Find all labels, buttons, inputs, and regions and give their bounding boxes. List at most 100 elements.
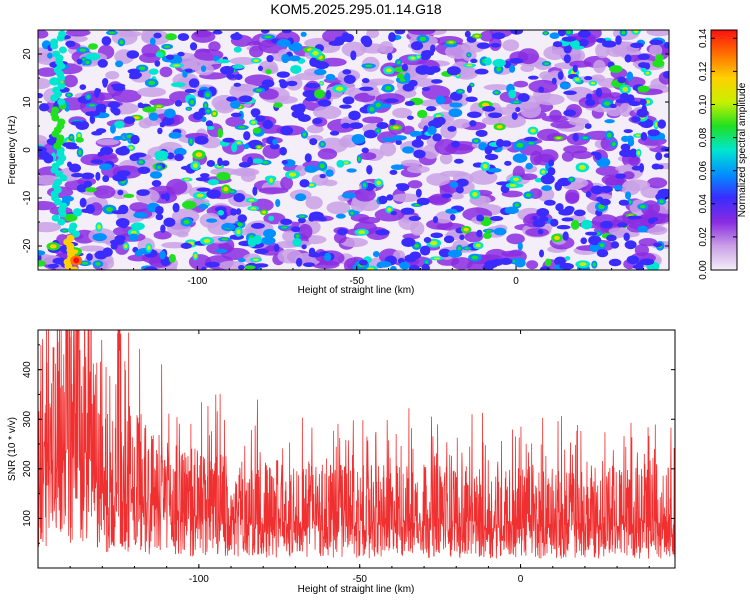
heatmap-cell xyxy=(163,217,176,228)
heatmap-cell xyxy=(395,183,406,189)
heatmap-cell xyxy=(134,250,143,257)
heatmap-cell xyxy=(417,65,431,74)
heatmap-cell xyxy=(117,189,124,196)
heatmap-cell xyxy=(160,224,166,234)
heatmap-cell xyxy=(94,87,100,98)
heatmap-cell xyxy=(206,218,218,223)
colorbar: 0.00 0.02 0.04 0.06 0.08 0.10 0.12 0.14 Normali… xyxy=(698,28,748,280)
heatmap-cell xyxy=(99,163,113,171)
heatmap-cell xyxy=(102,78,108,88)
colorbar-tick-label: 0.04 xyxy=(698,194,709,214)
heatmap-cell xyxy=(153,230,172,240)
heatmap-cell xyxy=(590,185,604,195)
heatmap-cell xyxy=(604,119,615,124)
heatmap-cell xyxy=(466,85,472,93)
heatmap-cell xyxy=(85,187,97,193)
heatmap-cell xyxy=(88,43,98,50)
heatmap-cell xyxy=(428,65,441,73)
heatmap-cell xyxy=(441,193,453,199)
heatmap-cell-peak xyxy=(350,211,354,215)
heatmap-cell-peak xyxy=(206,109,210,113)
heatmap-cell xyxy=(237,214,247,223)
heatmap-cell-peak xyxy=(189,138,193,144)
heatmap-cell xyxy=(448,108,463,118)
heatmap-cell xyxy=(572,45,585,50)
heatmap-cell xyxy=(233,31,240,39)
heatmap-cell xyxy=(548,159,555,167)
heatmap-cell xyxy=(64,213,78,222)
heatmap-cell xyxy=(527,75,539,80)
heatmap-cell xyxy=(366,165,373,175)
heatmap-cell xyxy=(570,219,580,230)
heatmap-cell xyxy=(498,114,527,128)
heatmap-cell xyxy=(38,250,46,256)
heatmap-cell xyxy=(303,262,315,268)
heatmap-cell-peak xyxy=(414,243,420,248)
heatmap-cell xyxy=(323,252,332,262)
heatmap-cell-peak xyxy=(230,190,235,193)
heatmap-cell xyxy=(93,185,116,199)
heatmap-cell xyxy=(482,264,494,270)
heatmap-cell xyxy=(374,207,405,222)
heatmap-cell xyxy=(379,142,397,157)
heatmap-cell xyxy=(563,46,572,51)
heatmap-cell xyxy=(338,137,352,148)
heatmap-cell xyxy=(615,173,627,179)
heatmap-cell xyxy=(363,129,378,139)
heatmap-cell xyxy=(212,30,223,35)
heatmap-ridge-cell xyxy=(54,178,63,186)
heatmap-cell-peak xyxy=(262,210,266,214)
heatmap-cell xyxy=(484,146,493,155)
heatmap-cell xyxy=(305,82,320,89)
heatmap-cell xyxy=(142,106,157,113)
heatmap-cell xyxy=(406,115,414,120)
heatmap-cell xyxy=(302,89,318,98)
heatmap-cell-peak xyxy=(183,219,190,225)
heatmap-cell xyxy=(537,187,555,202)
heatmap-cell xyxy=(512,153,528,163)
heatmap-cell-peak xyxy=(299,215,305,218)
heatmap-cell-peak xyxy=(574,78,580,81)
heatmap-cell xyxy=(115,146,130,156)
heatmap-cell xyxy=(342,69,352,75)
heatmap-cell-peak xyxy=(414,203,421,206)
heatmap-cell xyxy=(166,152,175,160)
heatmap-cell xyxy=(619,102,632,117)
heatmap-cell xyxy=(544,258,552,267)
heatmap-cell xyxy=(295,193,307,202)
heatmap-cell-peak xyxy=(308,183,315,187)
heatmap-cell-peak xyxy=(250,207,257,210)
heatmap-cell xyxy=(535,93,565,106)
heatmap-cell xyxy=(636,108,649,118)
heatmap-cell xyxy=(154,150,169,159)
heatmap-cell xyxy=(547,167,556,176)
heatmap-cell xyxy=(180,242,192,249)
heatmap-cell xyxy=(640,131,648,141)
heatmap-cell xyxy=(311,59,322,67)
heatmap-cell xyxy=(233,192,245,203)
heatmap-cell-peak xyxy=(419,36,427,41)
heatmap-cell xyxy=(378,195,388,205)
heatmap-cell-peak xyxy=(556,136,561,140)
heatmap-cell xyxy=(243,131,251,141)
heatmap-cell-peak xyxy=(481,102,490,107)
heatmap-cell-peak xyxy=(369,106,375,112)
heatmap-cell xyxy=(510,30,523,35)
heatmap-cell xyxy=(449,181,459,188)
heatmap-ridge-cell xyxy=(57,82,66,90)
heatmap-cell xyxy=(65,30,91,37)
heatmap-cell xyxy=(238,265,245,270)
heatmap-cell xyxy=(504,206,519,215)
heatmap-cell xyxy=(290,64,302,74)
heatmap-cell xyxy=(580,237,588,245)
heatmap-cell xyxy=(415,188,422,198)
heatmap-cell xyxy=(387,52,393,61)
heatmap-cell xyxy=(474,68,489,75)
heatmap-cell xyxy=(107,101,121,109)
heatmap-cell-peak xyxy=(592,262,596,267)
heatmap-cell-peak xyxy=(238,126,246,129)
heatmap-ytick-label: 0 xyxy=(22,147,33,153)
heatmap-cell xyxy=(198,203,209,210)
heatmap-ytick-label: 10 xyxy=(22,96,33,108)
heatmap-cell xyxy=(306,124,324,134)
